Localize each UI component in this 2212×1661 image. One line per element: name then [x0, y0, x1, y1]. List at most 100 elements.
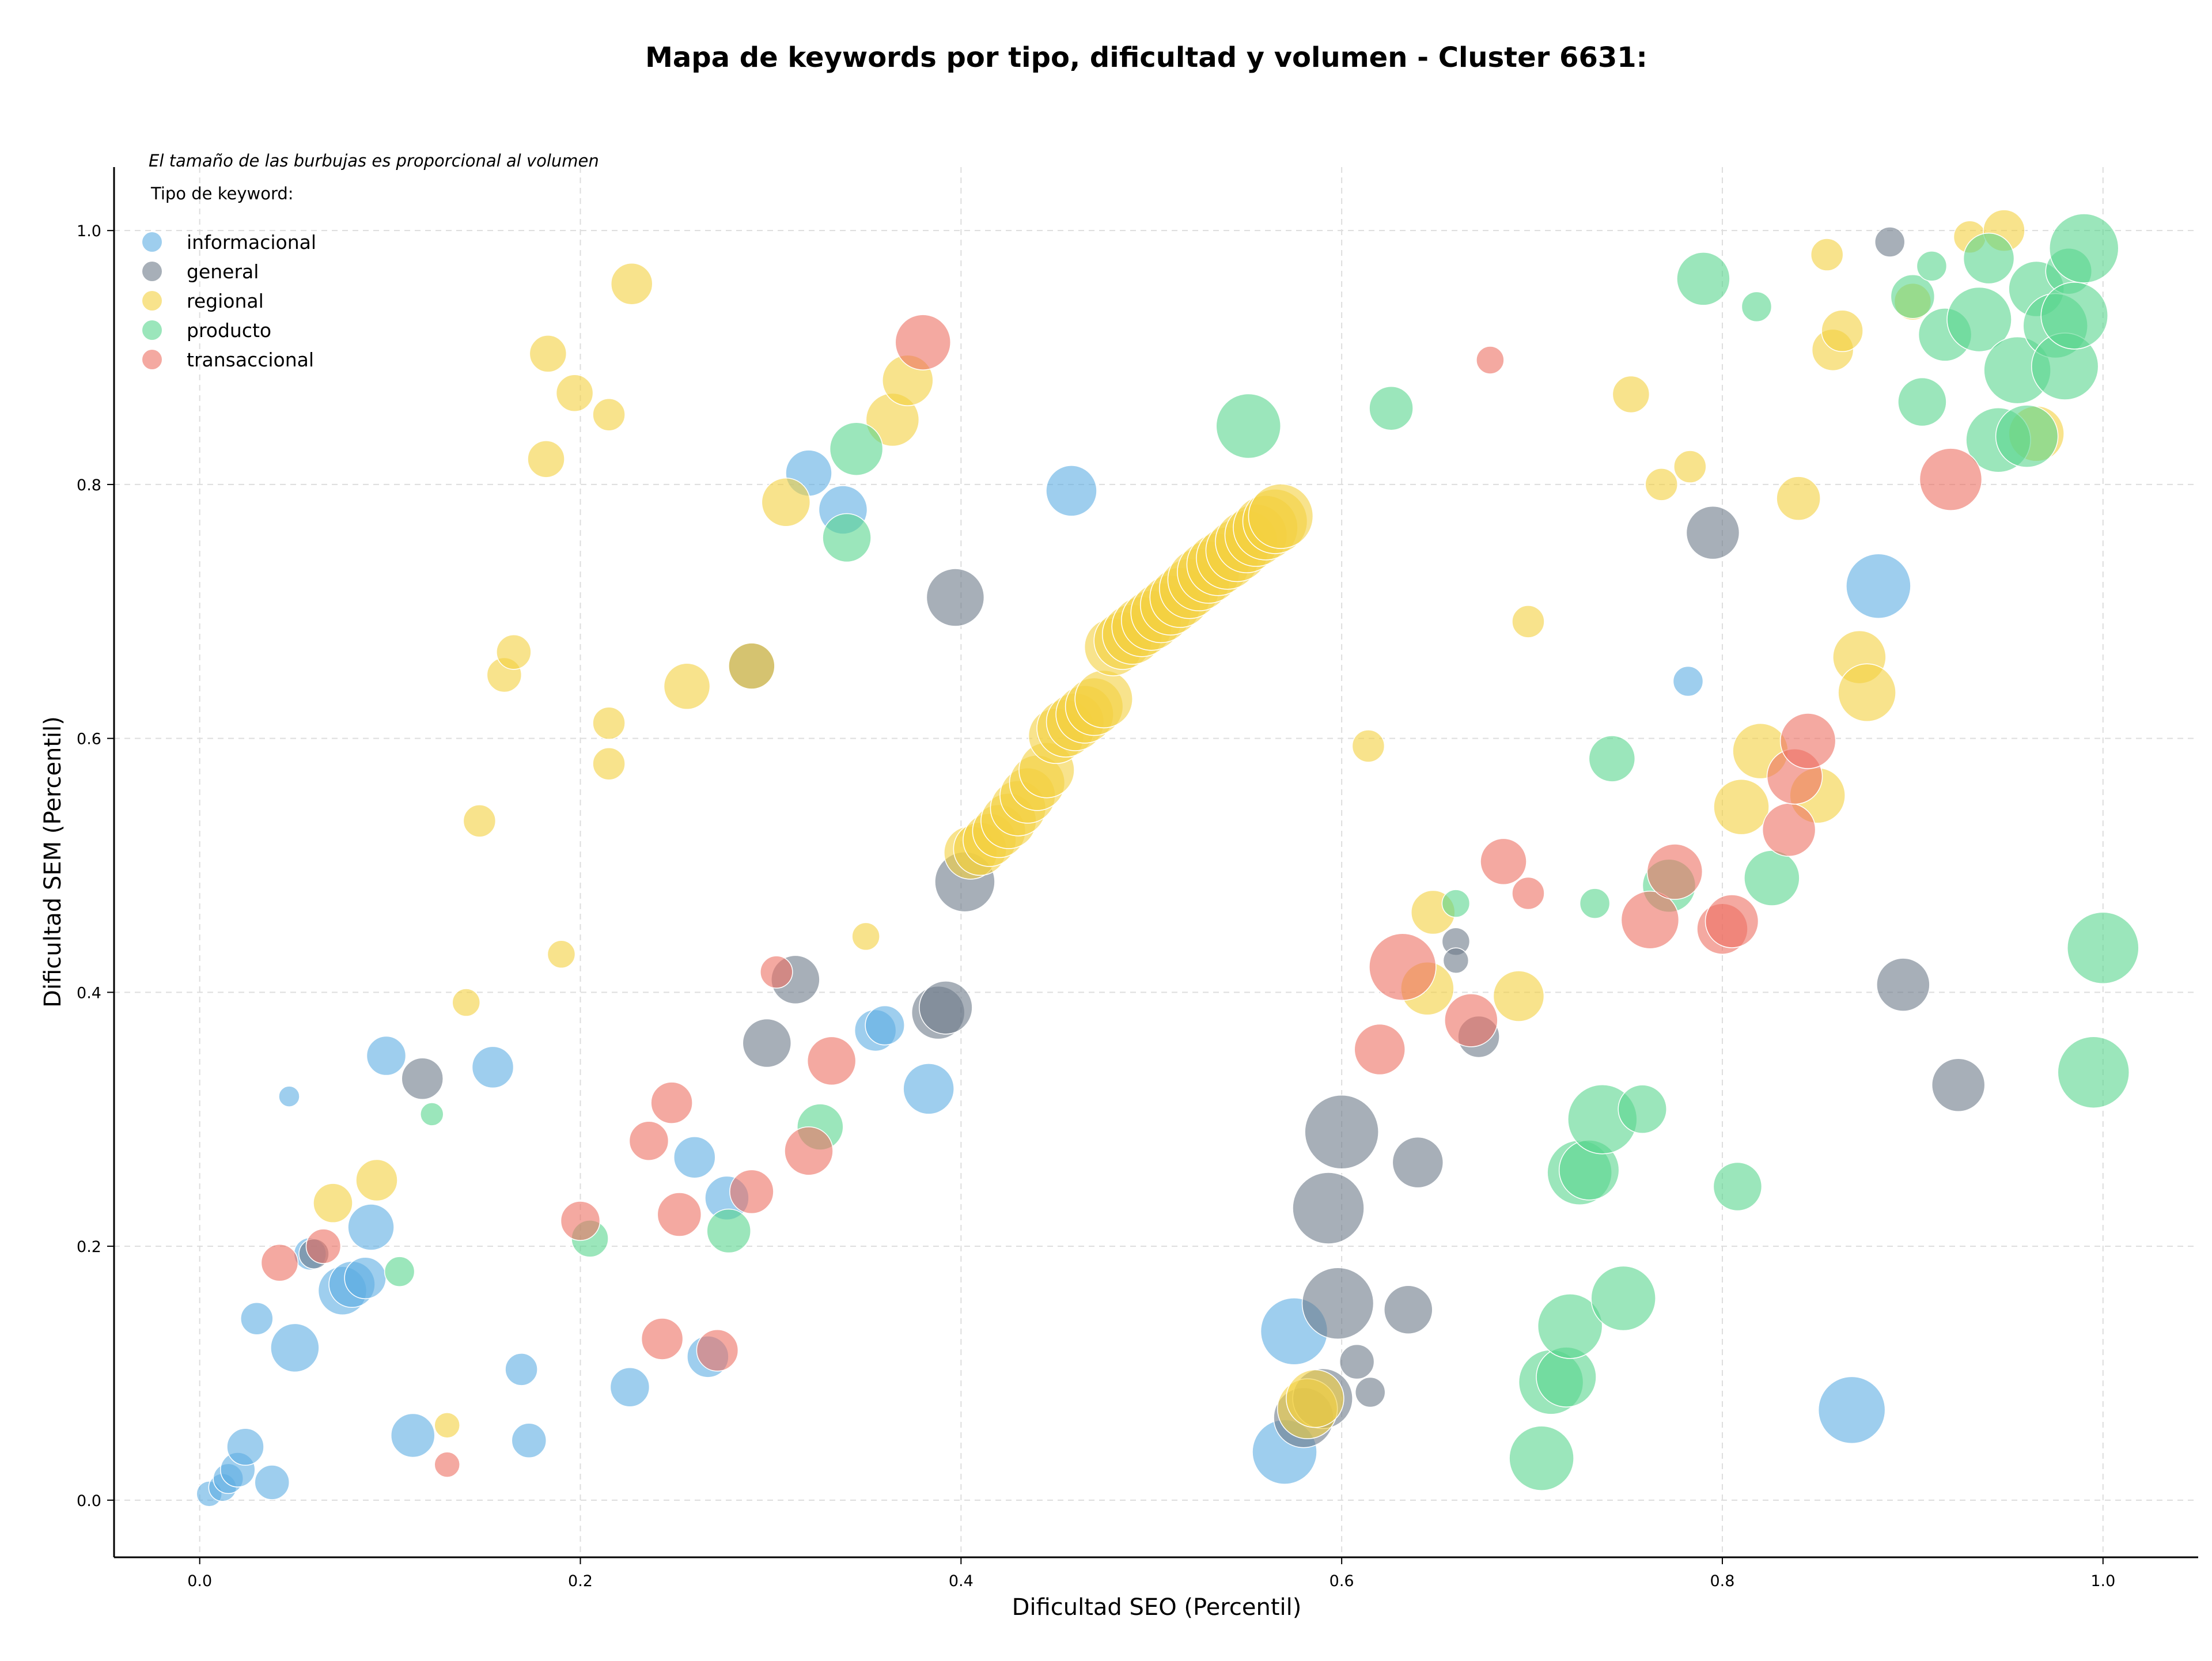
y-tick-label: 0.6	[77, 731, 101, 748]
bubble-producto	[1916, 251, 1948, 282]
axes	[107, 167, 2198, 1564]
bubble-informacional	[344, 1257, 387, 1299]
y-tick-label: 0.0	[77, 1492, 101, 1510]
bubble-informacional	[471, 1046, 514, 1089]
bubble-transaccional	[1705, 894, 1759, 948]
bubble-transaccional	[1369, 933, 1437, 1001]
bubble-regional	[851, 922, 880, 951]
grid-lines	[114, 167, 2198, 1557]
legend-label: general	[187, 260, 259, 283]
bubble-transaccional	[1646, 843, 1703, 900]
bubble-producto	[822, 513, 872, 563]
bubble-transaccional	[760, 955, 793, 989]
bubble-transaccional	[1476, 346, 1505, 374]
bubble-producto	[1963, 232, 2015, 285]
bubble-layer	[196, 209, 2139, 1507]
bubble-regional	[1286, 1369, 1344, 1428]
bubble-producto	[1441, 889, 1471, 918]
y-axis-label: Dificultad SEM (Percentil)	[40, 716, 66, 1008]
bubble-transaccional	[1444, 993, 1498, 1047]
bubble-transaccional	[1919, 448, 1983, 511]
bubble-informacional	[1046, 465, 1097, 517]
bubble-regional	[1776, 476, 1821, 521]
bubble-transaccional	[784, 1126, 834, 1176]
y-tick-label: 1.0	[77, 222, 101, 240]
bubble-informacional	[270, 1323, 320, 1373]
bubble-informacional	[278, 1085, 300, 1107]
bubble-general	[1442, 947, 1469, 974]
bubble-regional	[527, 440, 565, 478]
bubble-transaccional	[560, 1201, 601, 1241]
bubble-regional	[610, 262, 653, 305]
legend-item-transaccional: transaccional	[142, 349, 314, 371]
bubble-general	[1874, 226, 1906, 258]
bubble-producto	[1946, 286, 2012, 353]
bubble-producto	[1744, 850, 1800, 906]
bubble-size-note: El tamaño de las burbujas es proporciona…	[149, 151, 599, 171]
bubble-producto	[2067, 911, 2139, 984]
bubble-transaccional	[650, 1081, 693, 1124]
x-tick-label: 0.0	[187, 1572, 212, 1590]
bubble-producto	[1590, 1265, 1656, 1331]
bubble-general	[1292, 1172, 1365, 1244]
bubble-general	[742, 1018, 792, 1068]
bubble-regional	[1351, 729, 1385, 763]
bubble-producto	[1995, 404, 2059, 468]
bubble-producto	[2057, 1036, 2130, 1108]
y-tick-label: 0.8	[77, 476, 101, 494]
bubble-general	[1301, 1267, 1374, 1340]
legend-item-informacional: informacional	[142, 231, 316, 253]
legend-item-general: general	[142, 260, 259, 283]
legend-title: Tipo de keyword:	[150, 184, 294, 203]
bubble-regional	[313, 1183, 353, 1223]
series-general	[298, 226, 1986, 1448]
bubble-transaccional	[806, 1036, 857, 1086]
legend-label: producto	[187, 319, 271, 342]
series-informacional	[196, 449, 1911, 1507]
x-tick-label: 1.0	[2090, 1572, 2115, 1590]
bubble-regional	[1673, 450, 1707, 483]
bubble-transaccional	[1512, 876, 1545, 910]
bubble-transaccional	[1354, 1023, 1406, 1076]
bubble-general	[1304, 1095, 1379, 1170]
legend-item-regional: regional	[142, 290, 264, 312]
bubble-informacional	[366, 1035, 407, 1076]
legend-item-producto: producto	[142, 319, 271, 342]
legend-label: regional	[187, 290, 264, 312]
bubble-producto	[1897, 377, 1947, 427]
bubble-general	[401, 1057, 444, 1100]
bubble-informacional	[511, 1422, 547, 1459]
bubble-informacional	[1672, 665, 1704, 697]
bubble-producto	[1509, 1425, 1574, 1491]
legend: informacional general regional producto tran…	[142, 231, 316, 371]
bubble-general	[1931, 1058, 1986, 1112]
bubble-producto	[1890, 274, 1936, 319]
bubble-regional	[496, 634, 532, 670]
legend-marker	[142, 291, 162, 311]
bubble-regional	[547, 940, 576, 969]
bubble-regional	[1512, 605, 1545, 638]
bubble-producto	[829, 422, 884, 476]
bubble-regional	[1810, 238, 1844, 271]
chart-title: Mapa de keywords por tipo, dificultad y …	[645, 41, 1647, 74]
bubble-regional	[1645, 468, 1678, 501]
bubble-general	[1392, 1136, 1444, 1189]
bubble-informacional	[254, 1465, 290, 1500]
bubble-producto	[1741, 291, 1772, 323]
bubble-informacional	[390, 1413, 435, 1458]
bubble-producto	[1215, 393, 1281, 459]
bubble-regional	[1074, 669, 1133, 729]
bubble-general	[919, 981, 973, 1035]
bubble-producto	[1618, 1084, 1667, 1134]
bubble-producto	[1676, 252, 1730, 306]
bubble-producto	[706, 1208, 751, 1254]
bubble-general	[1384, 1285, 1433, 1335]
legend-marker	[142, 262, 162, 281]
legend-marker	[142, 350, 162, 369]
bubble-regional	[452, 988, 481, 1017]
bubble-regional	[463, 804, 497, 838]
bubble-general	[1685, 505, 1740, 560]
y-tick-label: 0.2	[77, 1238, 101, 1256]
legend-marker	[142, 320, 162, 340]
bubble-transaccional	[641, 1318, 684, 1360]
